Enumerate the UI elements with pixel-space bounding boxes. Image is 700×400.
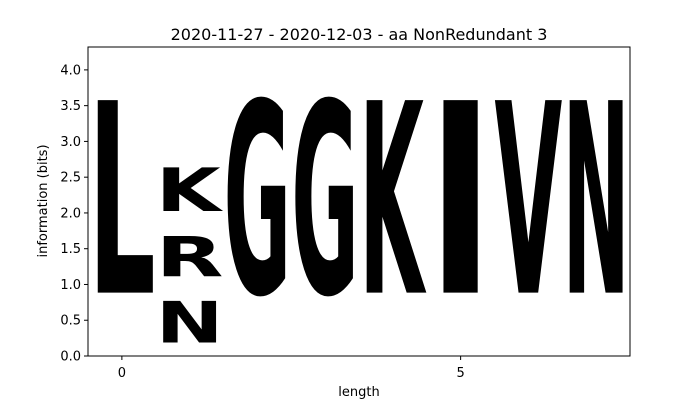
chart-title: 2020-11-27 - 2020-12-03 - aa NonRedundan… xyxy=(171,25,548,44)
y-axis-ticks: 0.0 0.5 1.0 1.5 2.0 2.5 3.0 3.5 4.0 xyxy=(60,63,88,365)
x-axis-label: length xyxy=(338,385,379,400)
y-tick-label: 1.0 xyxy=(60,278,81,293)
logo-letter-k: K xyxy=(156,157,224,226)
logo-letter-n: N xyxy=(562,49,630,356)
y-tick-label: 2.5 xyxy=(60,171,81,186)
logo-letter-k: K xyxy=(359,49,426,356)
y-axis-label: information (bits) xyxy=(36,144,51,257)
logo-letter-g: G xyxy=(291,48,359,356)
logo-letter-g: G xyxy=(224,48,292,356)
axes-frame xyxy=(87,46,631,357)
x-tick-label: 5 xyxy=(456,366,464,381)
plot-area: L NRK G G K I V N xyxy=(88,48,630,356)
y-tick-label: 1.5 xyxy=(60,242,81,257)
y-tick-label: 0.0 xyxy=(60,350,81,365)
logo-letter-n: N xyxy=(156,290,224,356)
logo-letter-l: L xyxy=(88,49,156,356)
y-tick-label: 3.0 xyxy=(60,135,81,150)
x-tick-label: 0 xyxy=(118,366,126,381)
y-tick-label: 4.0 xyxy=(60,63,81,78)
y-tick-label: 3.5 xyxy=(60,99,81,114)
y-tick-label: 2.0 xyxy=(60,206,81,221)
logo-letter-i: I xyxy=(427,48,495,355)
logo-letter-v: V xyxy=(495,48,563,355)
logo-letter-r: R xyxy=(156,226,224,290)
y-tick-label: 0.5 xyxy=(60,314,81,329)
